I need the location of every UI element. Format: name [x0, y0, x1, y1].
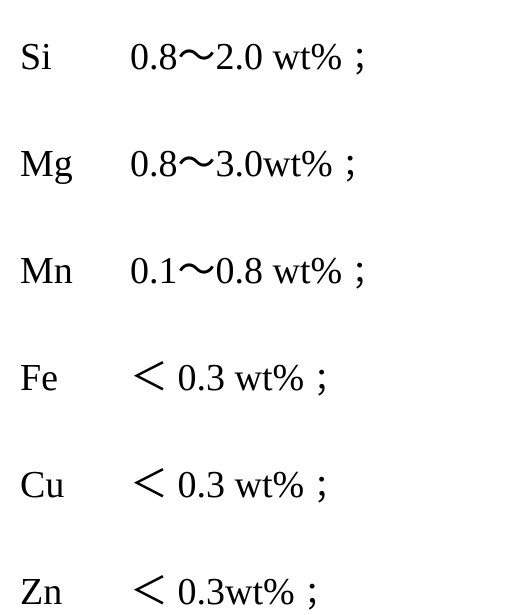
- element-value: ＜ 0.3 wt% ；: [130, 453, 346, 508]
- value-high: 2.0: [216, 36, 264, 78]
- space: [333, 143, 343, 185]
- space: [225, 464, 235, 506]
- element-symbol: Si: [20, 35, 130, 79]
- value-high: 0.3: [168, 464, 225, 506]
- value-high: 3.0: [216, 143, 264, 185]
- space: [342, 250, 352, 292]
- element-value: 0.8～2.0 wt% ；: [130, 25, 384, 80]
- element-symbol: Mg: [20, 142, 130, 186]
- value-high: 0.8: [216, 250, 264, 292]
- lt-symbol: ＜: [130, 464, 168, 506]
- semicolon: ；: [352, 40, 384, 76]
- composition-row: Si0.8～2.0 wt% ；: [20, 25, 490, 80]
- unit: wt%: [235, 357, 305, 399]
- tilde-symbol: ～: [178, 250, 216, 292]
- composition-row: Mg0.8～3.0wt% ；: [20, 132, 490, 187]
- lt-symbol: ＜: [130, 357, 168, 399]
- value-high: 0.3: [168, 357, 225, 399]
- value-low: 0.1: [130, 250, 178, 292]
- element-value: ＜ 0.3 wt% ；: [130, 346, 346, 401]
- composition-row: Mn0.1～0.8 wt% ；: [20, 239, 490, 294]
- element-symbol: Fe: [20, 356, 130, 400]
- element-value: 0.1～0.8 wt% ；: [130, 239, 384, 294]
- semicolon: ；: [304, 575, 336, 611]
- value-low: 0.8: [130, 36, 178, 78]
- value-low: 0.8: [130, 143, 178, 185]
- semicolon: ；: [342, 147, 374, 183]
- space: [304, 464, 314, 506]
- semicolon: ；: [314, 361, 346, 397]
- unit: wt%: [273, 250, 343, 292]
- tilde-symbol: ～: [178, 36, 216, 78]
- element-symbol: Cu: [20, 463, 130, 507]
- space: [263, 250, 273, 292]
- element-symbol: Zn: [20, 570, 130, 614]
- composition-table: Si0.8～2.0 wt% ；Mg0.8～3.0wt% ；Mn0.1～0.8 w…: [20, 25, 490, 615]
- unit: wt%: [235, 464, 305, 506]
- tilde-symbol: ～: [178, 143, 216, 185]
- semicolon: ；: [314, 468, 346, 504]
- semicolon: ；: [352, 254, 384, 290]
- element-symbol: Mn: [20, 249, 130, 293]
- space: [342, 36, 352, 78]
- composition-row: Fe＜ 0.3 wt% ；: [20, 346, 490, 401]
- space: [304, 357, 314, 399]
- unit: wt%: [263, 143, 333, 185]
- unit: wt%: [273, 36, 343, 78]
- element-value: 0.8～3.0wt% ；: [130, 132, 374, 187]
- space: [263, 36, 273, 78]
- space: [225, 357, 235, 399]
- composition-row: Cu＜ 0.3 wt% ；: [20, 453, 490, 508]
